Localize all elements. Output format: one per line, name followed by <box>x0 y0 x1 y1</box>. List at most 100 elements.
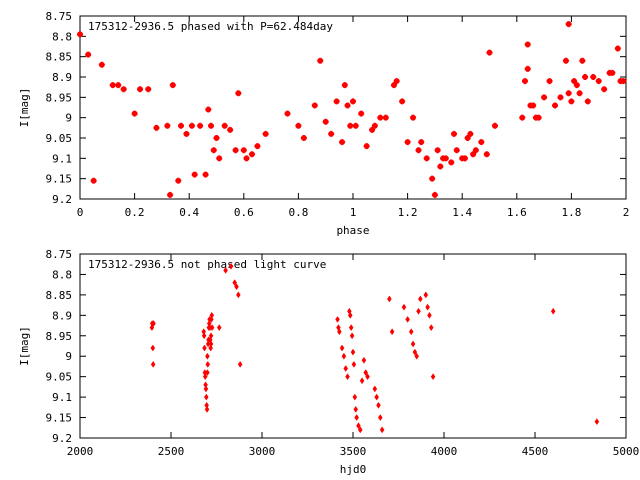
data-point <box>431 191 438 198</box>
x-tick-label: 3500 <box>340 445 367 458</box>
y-tick-label: 8.9 <box>52 71 72 84</box>
data-point <box>416 307 421 315</box>
data-point <box>205 106 212 113</box>
data-point <box>240 147 247 154</box>
phased-light-curve-panel: 8.75 8.8 8.85 8.9 8.95 9 9.05 9.1 9.15 9.2 0 0.2 0.4… <box>18 10 629 237</box>
data-point <box>357 426 363 434</box>
data-point <box>232 147 239 154</box>
data-point <box>414 352 420 360</box>
data-point <box>448 159 455 166</box>
data-point <box>356 422 361 430</box>
data-point <box>221 122 228 129</box>
y-tick-label: 9.05 <box>46 132 73 145</box>
data-point <box>442 155 449 162</box>
data-point <box>430 373 436 381</box>
x-tick-label: 1.6 <box>507 206 527 219</box>
data-point <box>109 82 116 89</box>
data-point <box>546 78 553 85</box>
data-point <box>350 98 356 105</box>
data-point <box>236 291 241 299</box>
data-point <box>151 320 156 327</box>
data-point <box>175 177 182 184</box>
plot-frame <box>79 15 627 200</box>
data-point <box>412 348 418 356</box>
data-point <box>223 266 228 274</box>
data-point <box>371 122 378 129</box>
data-point <box>216 324 222 332</box>
y-tick-label: 8.9 <box>52 309 72 322</box>
y-tick-label: 9.2 <box>52 193 72 206</box>
data-point <box>579 57 586 64</box>
data-point <box>428 324 434 332</box>
x-tick-label: 1.4 <box>452 206 472 219</box>
data-point <box>369 126 376 133</box>
data-point <box>339 139 346 146</box>
data-point <box>188 122 195 129</box>
data-point <box>486 49 493 56</box>
data-point <box>571 78 578 85</box>
data-point <box>377 414 383 422</box>
data-point <box>85 51 92 58</box>
data-point <box>209 311 215 319</box>
data-point <box>232 279 238 287</box>
data-point <box>429 175 436 182</box>
y-tick-label: 9.15 <box>46 173 73 186</box>
data-point <box>557 94 564 101</box>
data-point <box>483 151 490 158</box>
data-point <box>204 405 210 413</box>
data-point <box>202 373 208 381</box>
data-point <box>393 78 400 85</box>
data-point <box>317 57 324 64</box>
data-point <box>210 147 217 154</box>
data-point <box>568 98 575 105</box>
x-tick-label: 1.2 <box>398 206 418 219</box>
x-tick-label: 1.8 <box>561 206 581 219</box>
data-point <box>164 122 171 129</box>
chart-title: 175312-2936.5 not phased light curve <box>88 258 326 271</box>
data-point <box>408 328 414 336</box>
data-point <box>351 360 357 368</box>
data-point <box>341 352 347 360</box>
y-tick-label: 8.85 <box>46 51 73 64</box>
data-point <box>328 130 335 137</box>
data-point <box>341 82 348 89</box>
chart-title: 175312-2936.5 phased with P=62.484day <box>88 20 333 33</box>
data-point <box>204 393 209 401</box>
data-point <box>418 295 423 303</box>
data-point <box>552 102 559 109</box>
x-tick-label: 2500 <box>158 445 185 458</box>
data-point <box>208 340 214 348</box>
data-point <box>425 303 430 311</box>
data-point <box>609 69 616 76</box>
data-point <box>550 307 556 315</box>
x-tick-label: 2 <box>623 206 630 219</box>
x-tick-label: 4000 <box>431 445 458 458</box>
data-point <box>614 45 621 52</box>
data-point <box>353 405 359 413</box>
data-series <box>77 21 627 198</box>
data-point <box>248 151 255 158</box>
data-point <box>237 360 243 368</box>
data-point <box>350 348 356 356</box>
data-point <box>203 385 209 393</box>
x-tick-label: 1 <box>350 206 357 219</box>
data-point <box>565 21 572 28</box>
data-point <box>363 143 370 150</box>
data-point <box>472 147 479 154</box>
data-point <box>145 86 152 93</box>
data-point <box>521 78 528 85</box>
data-point <box>149 324 155 332</box>
data-point <box>379 426 385 434</box>
data-point <box>427 311 432 319</box>
data-point <box>584 98 591 105</box>
data-point <box>322 118 329 125</box>
y-tick-label: 8.8 <box>52 268 72 281</box>
data-point <box>423 155 430 162</box>
y-tick-label: 9.05 <box>46 371 73 384</box>
y-tick-label: 8.95 <box>46 91 73 104</box>
data-point <box>541 94 548 101</box>
y-tick-label: 9.1 <box>52 152 72 165</box>
data-point <box>418 139 425 146</box>
x-tick-label: 0.6 <box>234 206 254 219</box>
